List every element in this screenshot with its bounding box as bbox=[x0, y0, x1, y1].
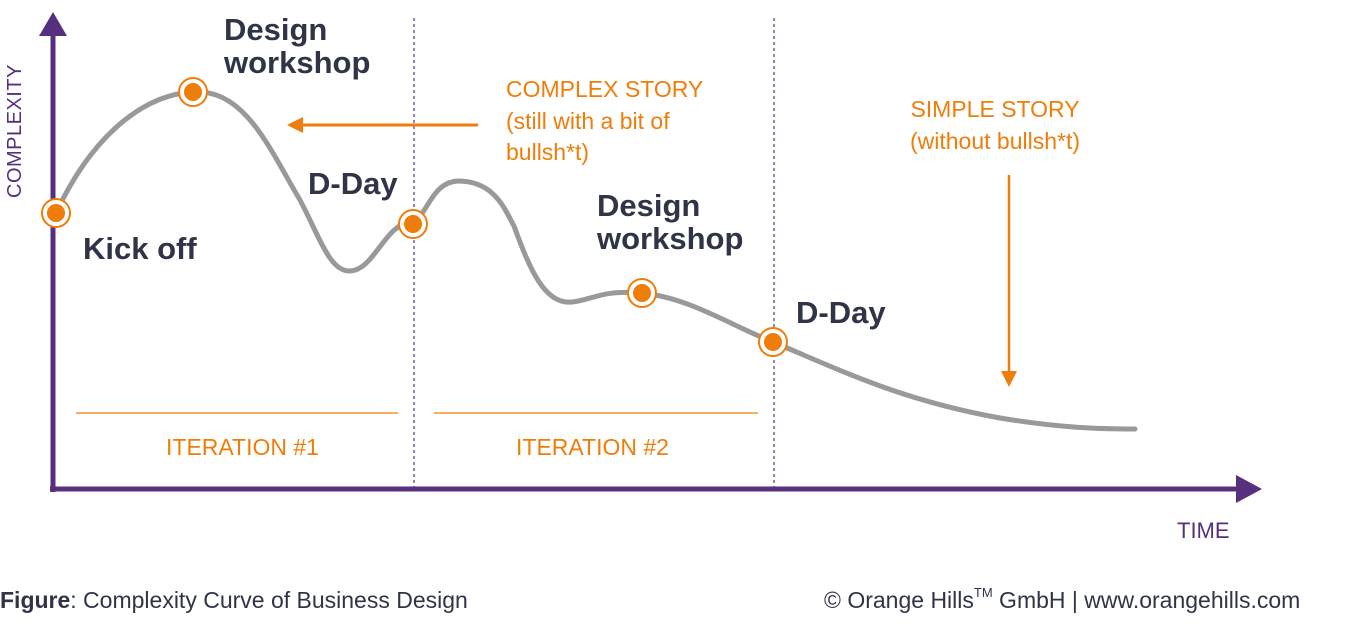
milestone-marker-design-workshop-2 bbox=[627, 278, 657, 308]
complex-story-note: COMPLEX STORY (still with a bit of bulls… bbox=[506, 76, 704, 166]
copyright-suffix: GmbH | www.orangehills.com bbox=[992, 587, 1301, 613]
trademark-mark: TM bbox=[973, 585, 993, 601]
complex-story-arrowhead bbox=[287, 117, 303, 133]
figure-caption-label: Figure bbox=[0, 587, 71, 613]
milestone-label-design-workshop-2: Design workshop bbox=[597, 188, 744, 256]
milestone-marker-design-workshop-1 bbox=[178, 77, 208, 107]
milestone-marker-dday-1 bbox=[398, 209, 428, 239]
iteration-1-label: ITERATION #1 bbox=[166, 434, 319, 460]
iteration-2-label: ITERATION #2 bbox=[516, 434, 669, 460]
figure-caption: Figure: Complexity Curve of Business Des… bbox=[0, 588, 468, 612]
milestone-marker-dday-2 bbox=[758, 327, 788, 357]
milestone-label-dday-1: D-Day bbox=[308, 166, 398, 201]
simple-story-arrowhead bbox=[1001, 371, 1017, 387]
milestone-label-design-workshop-1: Design workshop bbox=[224, 12, 371, 80]
y-axis-arrowhead bbox=[39, 12, 67, 36]
simple-story-note: SIMPLE STORY (without bullsh*t) bbox=[910, 96, 1081, 154]
x-axis-arrowhead bbox=[1236, 475, 1262, 503]
x-axis-label: TIME bbox=[1177, 518, 1230, 543]
copyright-notice: © Orange HillsTM GmbH | www.orangehills.… bbox=[824, 585, 1301, 613]
milestone-label-dday-2: D-Day bbox=[796, 295, 886, 330]
y-axis-label: COMPLEXITY bbox=[4, 64, 26, 198]
figure-caption-text: : Complexity Curve of Business Design bbox=[70, 587, 468, 613]
complexity-curve bbox=[53, 89, 1138, 432]
milestone-marker-kickoff bbox=[41, 198, 71, 228]
milestone-label-kickoff: Kick off bbox=[83, 231, 197, 266]
copyright-prefix: © Orange Hills bbox=[824, 587, 974, 613]
